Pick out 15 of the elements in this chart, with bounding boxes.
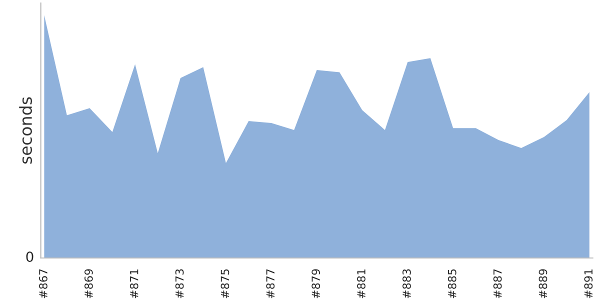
- text: 0: [26, 252, 34, 262]
- x-tick-label: #867: [39, 269, 48, 298]
- x-tick-label: #891: [584, 269, 593, 298]
- x-tick-label: #871: [130, 269, 138, 298]
- x-tick-label: #881: [357, 269, 366, 298]
- x-tick-label: #873: [175, 269, 184, 298]
- y-axis-title: seconds: [19, 97, 32, 164]
- x-tick-label: #885: [448, 269, 456, 298]
- x-tick-label: #883: [402, 269, 411, 298]
- x-tick-label: #887: [493, 269, 502, 298]
- x-tick-label: #879: [312, 269, 320, 298]
- x-tick-label: #889: [538, 269, 548, 298]
- x-tick-label: #869: [84, 269, 93, 298]
- x-tick-label: #875: [220, 269, 230, 298]
- x-tick-label: #877: [266, 269, 275, 298]
